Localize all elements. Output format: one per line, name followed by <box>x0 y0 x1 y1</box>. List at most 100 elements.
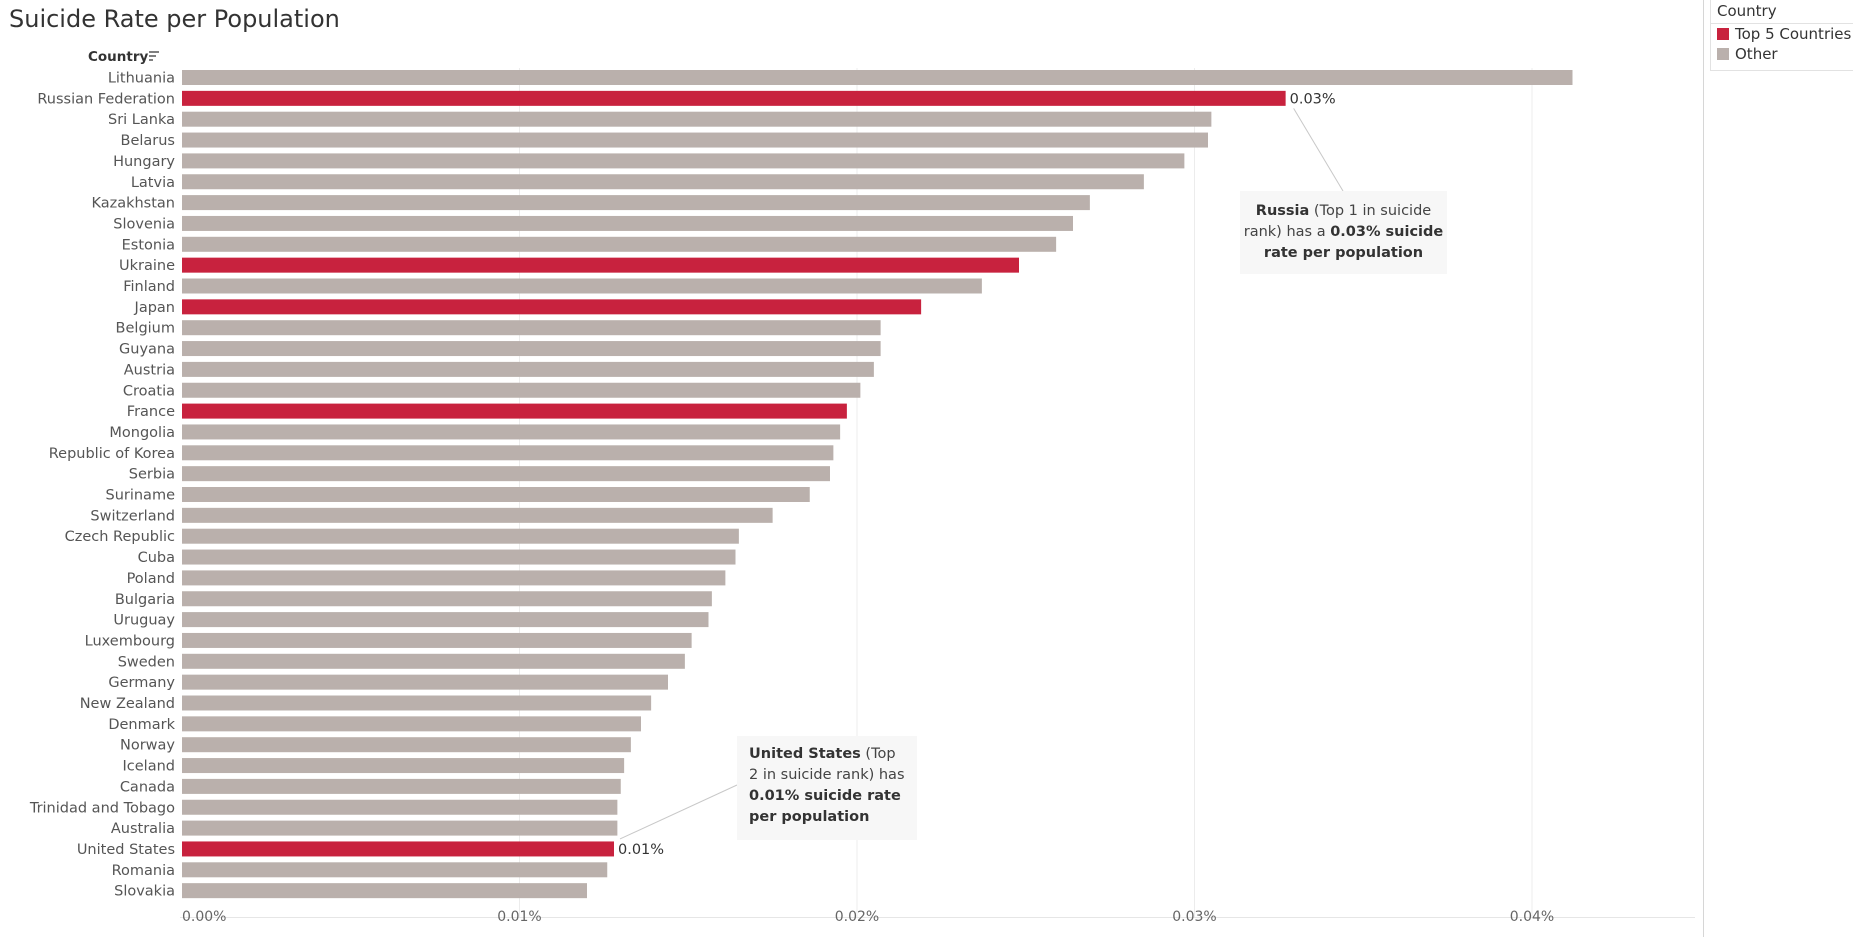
category-label-belarus: Belarus <box>121 133 176 149</box>
bar-canada[interactable] <box>182 778 621 794</box>
legend: Country Top 5 Countries Other <box>1710 0 1853 71</box>
x-axis-ticks: 0.00% 0.01% 0.02% 0.03% 0.04% <box>182 909 1554 925</box>
category-label-japan: Japan <box>134 300 175 316</box>
legend-item-other[interactable]: Other <box>1711 44 1853 64</box>
bar-trinidad-and-tobago[interactable] <box>182 799 618 815</box>
legend-item-top5[interactable]: Top 5 Countries <box>1711 24 1853 44</box>
category-label-serbia: Serbia <box>129 467 175 483</box>
annotation-leaders <box>619 108 1344 840</box>
category-label-cuba: Cuba <box>138 550 175 566</box>
legend-swatch-other <box>1717 48 1729 60</box>
bar-belgium[interactable] <box>182 320 881 336</box>
bar-luxembourg[interactable] <box>182 632 692 648</box>
category-label-france: France <box>127 404 175 420</box>
bar-czech-republic[interactable] <box>182 528 739 544</box>
x-tick-label: 0.02% <box>835 909 879 925</box>
category-label-luxembourg: Luxembourg <box>85 633 175 649</box>
bar-new-zealand[interactable] <box>182 695 652 711</box>
bar-finland[interactable] <box>182 278 982 294</box>
bar-russian-federation[interactable] <box>182 90 1286 106</box>
bar-hungary[interactable] <box>182 153 1185 169</box>
annotation-russia-bold2: 0.03% suicide rate per population <box>1263 224 1444 261</box>
leader-united-states <box>619 784 738 840</box>
category-label-poland: Poland <box>127 571 175 587</box>
annotation-us-bold2: 0.01% suicide rate per population <box>749 788 901 825</box>
x-tick-label: 0.04% <box>1510 909 1554 925</box>
sort-icon[interactable] <box>149 51 159 61</box>
bar-guyana[interactable] <box>182 341 881 357</box>
category-label-iceland: Iceland <box>123 759 175 775</box>
data-label-united-states: 0.01% <box>618 842 664 858</box>
bar-sri-lanka[interactable] <box>182 111 1212 127</box>
category-label-denmark: Denmark <box>108 717 175 733</box>
bar-slovenia[interactable] <box>182 215 1073 231</box>
annotation-us-bold1: United States <box>749 746 861 762</box>
bar-poland[interactable] <box>182 570 726 586</box>
leader-russia <box>1293 108 1344 192</box>
category-label-slovenia: Slovenia <box>113 216 175 232</box>
bar-uruguay[interactable] <box>182 612 709 628</box>
bar-denmark[interactable] <box>182 716 641 732</box>
legend-title: Country <box>1711 0 1853 24</box>
category-label-finland: Finland <box>123 279 175 295</box>
category-label-new-zealand: New Zealand <box>80 696 175 712</box>
category-labels: Lithuania Russian Federation Sri Lanka Bela… <box>29 71 176 900</box>
data-label-russian-federation: 0.03% <box>1290 91 1336 107</box>
bar-serbia[interactable] <box>182 466 830 482</box>
bar-republic-of-korea[interactable] <box>182 445 834 461</box>
bar-belarus[interactable] <box>182 132 1208 148</box>
annotation-russia-bold1: Russia <box>1255 203 1310 219</box>
category-label-canada: Canada <box>120 779 175 795</box>
bar-croatia[interactable] <box>182 382 861 398</box>
bar-switzerland[interactable] <box>182 507 773 523</box>
category-label-croatia: Croatia <box>123 383 175 399</box>
bar-mongolia[interactable] <box>182 424 841 440</box>
bar-germany[interactable] <box>182 674 668 690</box>
category-label-ukraine: Ukraine <box>119 258 175 274</box>
category-label-estonia: Estonia <box>122 237 175 253</box>
category-label-trinidad-and-tobago: Trinidad and Tobago <box>29 800 175 816</box>
category-label-uruguay: Uruguay <box>113 613 175 629</box>
category-label-hungary: Hungary <box>113 154 175 170</box>
bar-estonia[interactable] <box>182 236 1057 252</box>
annotation-russia: Russia (Top 1 in suicide rank) has a 0.0… <box>1240 191 1447 274</box>
bar-united-states[interactable] <box>182 841 614 857</box>
x-tick-label: 0.01% <box>497 909 541 925</box>
axis-title-country[interactable]: Country <box>88 49 149 65</box>
category-label-latvia: Latvia <box>131 175 175 191</box>
x-tick-label: 0.00% <box>182 909 226 925</box>
category-label-republic-of-korea: Republic of Korea <box>49 446 175 462</box>
bar-ukraine[interactable] <box>182 257 1019 273</box>
category-label-slovakia: Slovakia <box>114 884 175 900</box>
bar-iceland[interactable] <box>182 758 625 774</box>
bar-sweden[interactable] <box>182 653 685 669</box>
category-label-switzerland: Switzerland <box>90 508 175 524</box>
bar-suriname[interactable] <box>182 487 810 502</box>
bar-latvia[interactable] <box>182 174 1144 190</box>
bars <box>182 70 1573 899</box>
category-label-bulgaria: Bulgaria <box>115 592 175 608</box>
bar-lithuania[interactable] <box>182 70 1573 85</box>
bar-kazakhstan[interactable] <box>182 195 1090 211</box>
bar-australia[interactable] <box>182 820 618 836</box>
bar-norway[interactable] <box>182 737 631 753</box>
category-label-norway: Norway <box>120 738 175 754</box>
category-label-austria: Austria <box>124 362 175 378</box>
bar-japan[interactable] <box>182 299 922 315</box>
category-label-united-states: United States <box>77 842 175 858</box>
bar-france[interactable] <box>182 403 847 419</box>
category-label-kazakhstan: Kazakhstan <box>91 196 175 212</box>
legend-swatch-top5 <box>1717 28 1729 40</box>
bar-romania[interactable] <box>182 862 608 878</box>
bar-slovakia[interactable] <box>182 883 587 899</box>
category-label-mongolia: Mongolia <box>109 425 175 441</box>
bar-cuba[interactable] <box>182 549 736 565</box>
annotation-united-states: United States (Top 2 in suicide rank) ha… <box>737 736 917 840</box>
panel-divider <box>1703 0 1704 937</box>
annotation-us-text1: (Top 2 in suicide rank) has <box>749 746 905 783</box>
category-label-russian-federation: Russian Federation <box>37 91 175 107</box>
bar-austria[interactable] <box>182 361 874 377</box>
bar-chart: Country Lithuania Russian Federation Sri L… <box>29 49 1695 925</box>
bar-bulgaria[interactable] <box>182 591 712 607</box>
category-label-czech-republic: Czech Republic <box>65 529 175 545</box>
